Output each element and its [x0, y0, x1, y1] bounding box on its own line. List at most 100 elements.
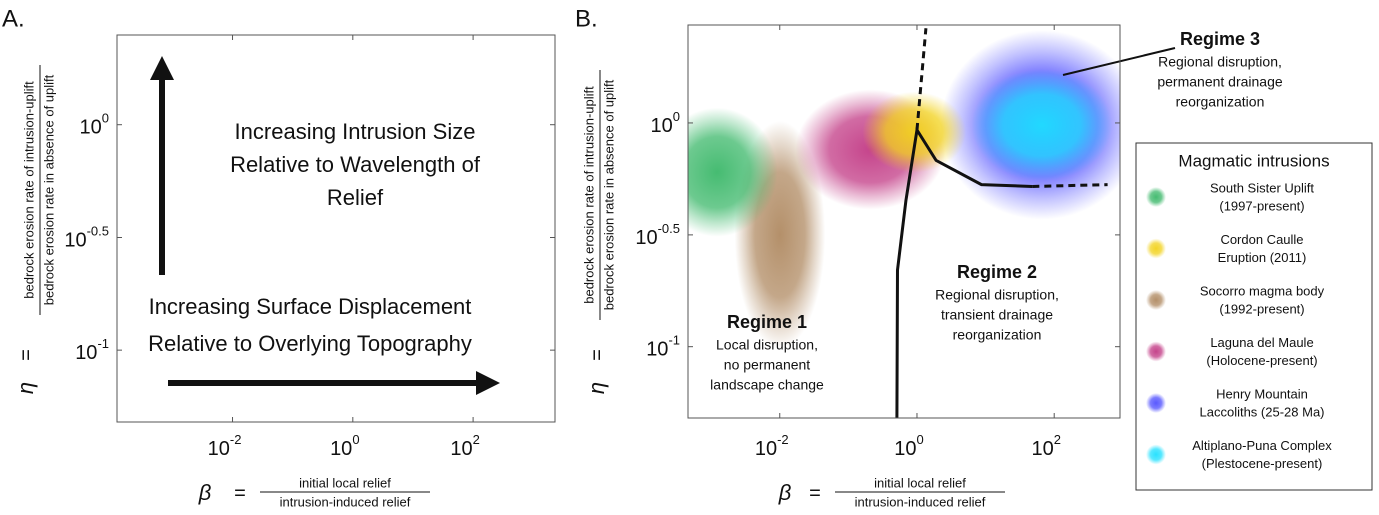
tick-label: 100 — [330, 432, 359, 460]
tick-base: 10 — [330, 438, 352, 460]
x-label-symbol: β — [778, 480, 792, 505]
y-label-denominator: bedrock erosion rate in absence of uplif… — [41, 74, 56, 305]
tick-exponent: 0 — [673, 109, 680, 124]
tick-exponent: -2 — [777, 432, 789, 447]
legend-swatch — [1146, 187, 1166, 207]
regime-text: reorganization — [1176, 94, 1265, 110]
legend-label: (Plestocene-present) — [1202, 456, 1323, 471]
intrusion-blob — [971, 69, 1113, 182]
tick-base: 10 — [450, 438, 472, 460]
tick-label: 10-1 — [646, 333, 680, 361]
x-label-numerator: initial local relief — [874, 475, 966, 490]
regime-boundary — [1032, 183, 1108, 188]
legend-label: Socorro magma body — [1200, 283, 1325, 298]
tick-base: 10 — [1031, 438, 1053, 460]
leader-line — [1062, 47, 1176, 76]
x-label-denominator: intrusion-induced relief — [855, 494, 986, 509]
legend-swatch — [1146, 341, 1166, 362]
tick-base: 10 — [651, 115, 673, 137]
y-label-equals: = — [15, 349, 37, 361]
tick-base: 10 — [646, 339, 668, 361]
tick-base: 10 — [75, 342, 97, 364]
legend-swatch — [1146, 290, 1166, 310]
annotation: Increasing Surface Displacement — [149, 294, 472, 319]
annotation: Relative to Overlying Topography — [148, 331, 472, 356]
panel-label: B. — [575, 5, 598, 32]
tick-base: 10 — [80, 117, 102, 139]
legend-label: Cordon Caulle — [1220, 232, 1303, 247]
regime-text: Regional disruption, — [1158, 54, 1282, 70]
legend-box — [1135, 142, 1373, 491]
legend-label: Laccoliths (25-28 Ma) — [1200, 404, 1325, 419]
x-label-denominator: intrusion-induced relief — [280, 494, 411, 509]
legend-label: Henry Mountain — [1216, 386, 1308, 401]
panel-label: A. — [2, 5, 25, 32]
tick-label: 100 — [651, 109, 680, 137]
regime-title: Regime 2 — [957, 262, 1037, 282]
regime-text: transient drainage — [941, 307, 1053, 323]
regime-text: permanent drainage — [1157, 74, 1283, 90]
tick-exponent: -0.5 — [658, 221, 680, 236]
tick-exponent: 2 — [1054, 432, 1061, 447]
tick-base: 10 — [894, 438, 916, 460]
regime-text: Regional disruption, — [935, 287, 1059, 303]
legend-label: Altiplano-Puna Complex — [1192, 438, 1332, 453]
tick-exponent: 2 — [473, 432, 480, 447]
regime-text: Local disruption, — [716, 337, 818, 353]
regime-text: reorganization — [953, 327, 1042, 343]
legend-title: Magmatic intrusions — [1178, 151, 1329, 170]
tick-label: 10-2 — [755, 432, 789, 460]
annotation: Relief — [327, 185, 384, 210]
annotation: Increasing Intrusion Size — [235, 119, 476, 144]
legend-label: Eruption (2011) — [1218, 250, 1307, 265]
y-label-symbol: η — [13, 382, 38, 394]
tick-base: 10 — [755, 438, 777, 460]
tick-label: 10-0.5 — [64, 224, 109, 252]
legend-label: (1992-present) — [1219, 301, 1304, 316]
legend-label: Laguna del Maule — [1210, 335, 1313, 350]
y-label-numerator: bedrock erosion rate of intrusion-uplift — [21, 81, 36, 299]
x-label-equals: = — [809, 482, 821, 504]
x-label-equals: = — [234, 482, 246, 504]
tick-exponent: -0.5 — [87, 224, 109, 239]
tick-exponent: -2 — [230, 432, 242, 447]
legend-label: (1997-present) — [1219, 198, 1304, 213]
tick-exponent: -1 — [668, 333, 680, 348]
x-label-numerator: initial local relief — [299, 475, 391, 490]
legend-swatch — [1146, 444, 1166, 465]
tick-label: 10-1 — [75, 337, 109, 365]
tick-exponent: -1 — [97, 337, 109, 352]
legend-label: South Sister Uplift — [1210, 180, 1314, 195]
tick-exponent: 0 — [916, 432, 923, 447]
tick-label: 102 — [1031, 432, 1060, 460]
y-label-equals: = — [586, 349, 608, 361]
tick-label: 100 — [80, 111, 109, 139]
regime-title: Regime 1 — [727, 312, 807, 332]
plot-frame — [116, 34, 556, 423]
tick-base: 10 — [64, 230, 86, 252]
y-label-symbol: η — [584, 382, 609, 394]
plot-frame — [687, 24, 1121, 419]
tick-base: 10 — [635, 227, 657, 249]
tick-exponent: 0 — [102, 111, 109, 126]
x-label-symbol: β — [198, 480, 212, 505]
regime-title: Regime 3 — [1180, 29, 1260, 49]
tick-label: 102 — [450, 432, 479, 460]
intrusion-blob — [862, 91, 967, 173]
intrusion-blob — [688, 107, 778, 237]
tick-base: 10 — [208, 438, 230, 460]
legend-label: (Holocene-present) — [1206, 353, 1317, 368]
tick-label: 10-0.5 — [635, 221, 680, 249]
tick-exponent: 0 — [352, 432, 359, 447]
legend-swatch — [1146, 393, 1166, 413]
regime-text: landscape change — [710, 377, 824, 393]
y-label-numerator: bedrock erosion rate of intrusion-uplift — [581, 86, 596, 304]
tick-label: 100 — [894, 432, 923, 460]
regime-boundary — [895, 125, 1033, 419]
regime-text: no permanent — [724, 357, 811, 373]
annotation: Relative to Wavelength of — [230, 152, 481, 177]
tick-label: 10-2 — [208, 432, 242, 460]
regime-boundary — [915, 28, 928, 131]
y-label-denominator: bedrock erosion rate in absence of uplif… — [601, 79, 616, 310]
